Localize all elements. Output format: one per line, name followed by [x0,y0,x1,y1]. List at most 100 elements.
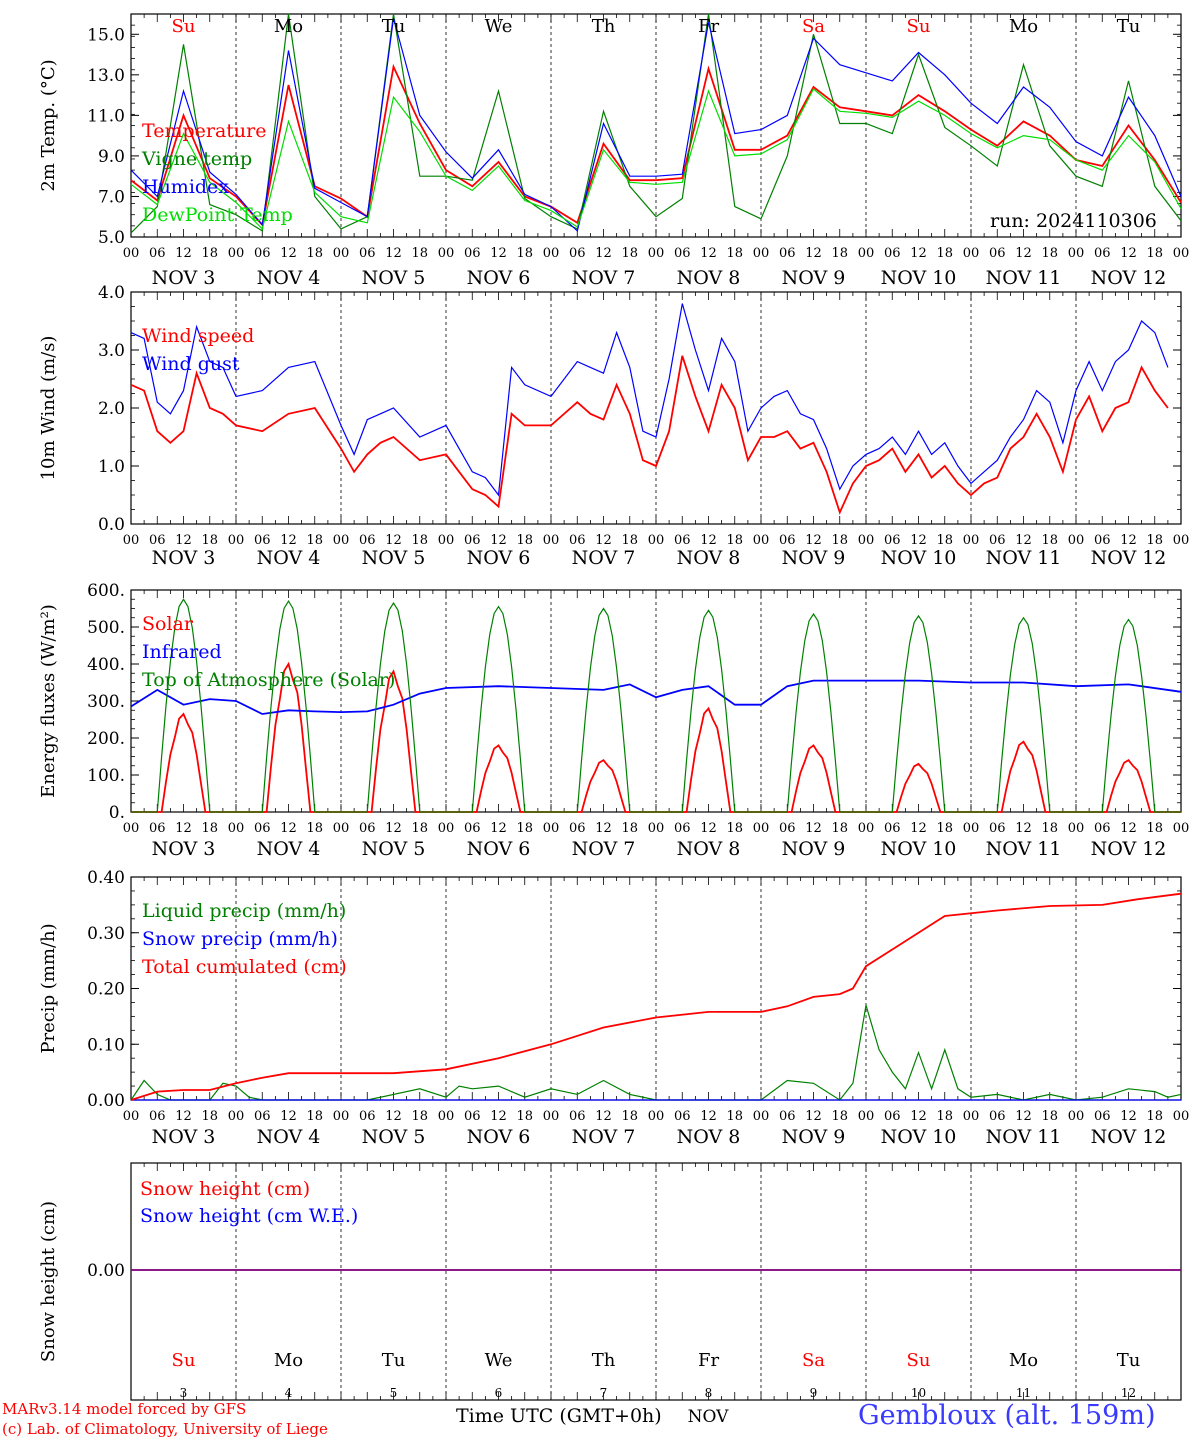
y-tick-label: 1.0 [98,457,125,477]
hour-label: 00 [438,533,455,548]
hour-label: 18 [936,821,953,836]
hour-label: 00 [123,1109,140,1124]
hour-label: 00 [1068,1109,1085,1124]
hour-label: 00 [543,1109,560,1124]
hour-label: 06 [254,246,271,261]
hour-label: 00 [228,246,245,261]
day-label: NOV 12 [1091,267,1167,289]
hour-label: 18 [1041,246,1058,261]
hour-label: 12 [385,821,402,836]
day-label: NOV 9 [782,267,846,289]
hour-label: 00 [1173,821,1190,836]
hour-label: 12 [910,1109,927,1124]
hour-label: 00 [1173,1109,1190,1124]
hour-label: 12 [490,246,507,261]
hour-label: 18 [726,246,743,261]
hour-label: 18 [621,1109,638,1124]
y-tick-label: 3.0 [98,341,125,361]
y-tick-label: 15.0 [87,25,125,45]
day-label: NOV 11 [986,1126,1062,1148]
y-tick-label: 9.0 [98,147,125,167]
series-line-vigne-temp [130,13,1182,234]
day-label: NOV 6 [467,267,531,289]
hour-label: 18 [411,821,428,836]
weekday-label: We [485,16,513,37]
legend-entry: Humidex [142,176,229,198]
hour-label: 18 [411,246,428,261]
hour-label: 18 [516,821,533,836]
hour-label: 12 [595,533,612,548]
day-label: NOV 9 [782,547,846,569]
legend-entry: Wind gust [142,353,240,375]
hour-label: 06 [149,1109,166,1124]
hour-label: 06 [989,533,1006,548]
y-tick-label: 0.10 [87,1035,125,1055]
legend-entry: Total cumulated (cm) [142,956,347,978]
hour-label: 06 [674,246,691,261]
hour-label: 00 [543,246,560,261]
series-line-humidex [130,17,1182,233]
y-axis-title: Energy fluxes (W/m²) [38,604,59,798]
panel-3 [130,589,1182,813]
hour-label: 06 [1094,1109,1111,1124]
day-label: NOV 6 [467,1126,531,1148]
day-label: NOV 3 [152,547,216,569]
hour-label: 06 [464,821,481,836]
hour-label: 06 [359,821,376,836]
day-label: NOV 3 [152,1126,216,1148]
hour-label: 18 [726,533,743,548]
legend-entry: Snow height (cm W.E.) [140,1205,358,1227]
weekday-label: Fr [698,16,719,37]
hour-label: 18 [831,1109,848,1124]
weekday-label: Th [592,1350,616,1371]
hour-label: 12 [385,246,402,261]
y-tick-label: 0.30 [87,924,125,944]
hour-label: 00 [648,821,665,836]
day-label: NOV 3 [152,267,216,289]
y-axis-title: Snow height (cm) [38,1201,59,1362]
weekday-label: Su [172,1350,196,1371]
y-tick-label: 100. [87,766,125,786]
hour-label: 00 [753,1109,770,1124]
hour-label: 00 [1173,246,1190,261]
hour-label: 12 [385,1109,402,1124]
hour-label: 06 [1094,821,1111,836]
y-tick-label: 5.0 [98,228,125,248]
hour-label: 00 [1068,246,1085,261]
hour-label: 18 [1146,821,1163,836]
hour-label: 18 [621,246,638,261]
hour-label: 12 [490,533,507,548]
legend-entry: Infrared [142,641,222,663]
hour-label: 00 [858,533,875,548]
hour-label: 06 [884,246,901,261]
day-label: NOV 3 [152,838,216,860]
y-tick-label: 400. [87,655,125,675]
hour-label: 00 [648,246,665,261]
hour-label: 18 [1146,533,1163,548]
day-label: NOV 4 [257,1126,321,1148]
y-tick-label: 4.0 [98,283,125,303]
day-label: NOV 8 [677,1126,741,1148]
legend-entry: Liquid precip (mm/h) [142,900,346,922]
hour-label: 06 [1094,533,1111,548]
y-tick-label: 0.20 [87,980,125,1000]
hour-label: 00 [1173,533,1190,548]
hour-label: 06 [254,821,271,836]
day-label: NOV 12 [1091,1126,1167,1148]
weekday-label: Su [907,16,931,37]
hour-label: 18 [1146,246,1163,261]
hour-label: 12 [1015,533,1032,548]
day-label: NOV 9 [782,838,846,860]
hour-label: 06 [674,821,691,836]
weekday-label: Sa [802,1350,825,1371]
hour-label: 12 [280,1109,297,1124]
hour-label: 06 [674,1109,691,1124]
day-label: NOV 10 [881,1126,957,1148]
hour-label: 12 [700,821,717,836]
y-tick-label: 2.0 [98,399,125,419]
day-label: NOV 4 [257,547,321,569]
legend-entry: Snow height (cm) [140,1178,310,1200]
hour-label: 12 [700,246,717,261]
hour-label: 12 [805,533,822,548]
legend-entry: Snow precip (mm/h) [142,928,338,950]
